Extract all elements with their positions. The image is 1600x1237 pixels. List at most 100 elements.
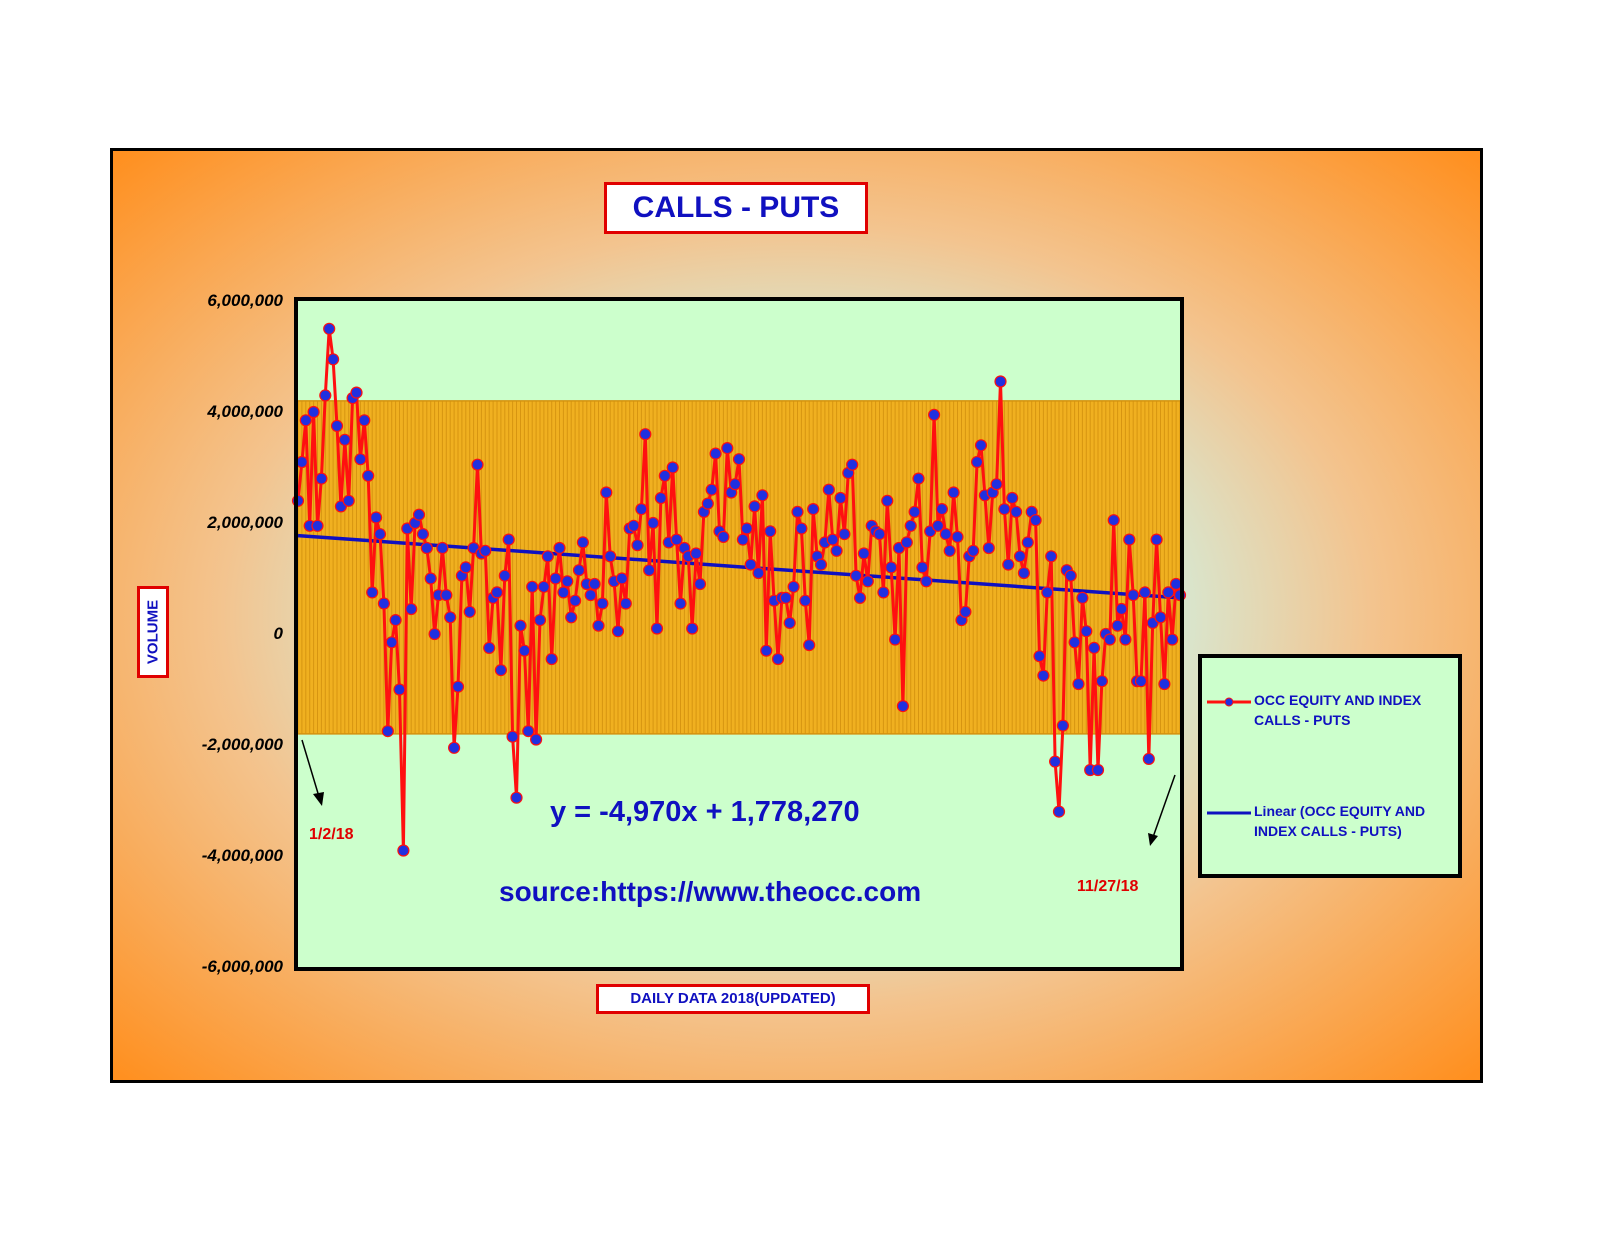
data-point	[912, 472, 925, 485]
data-point	[947, 486, 960, 499]
data-point	[927, 408, 941, 421]
data-point	[1150, 533, 1163, 546]
start-date-label: 1/2/18	[309, 826, 354, 843]
data-point	[1142, 752, 1155, 766]
data-point	[853, 591, 867, 605]
data-point	[1169, 577, 1183, 591]
data-point	[822, 483, 835, 496]
data-point	[740, 522, 753, 535]
data-point	[561, 575, 574, 588]
source-label: source:https://www.theocc.com	[499, 876, 922, 907]
data-point	[323, 322, 336, 335]
data-point	[728, 478, 742, 491]
data-point	[834, 491, 847, 505]
data-point	[1095, 675, 1109, 688]
data-point	[537, 580, 551, 593]
data-point	[1119, 633, 1132, 646]
data-point	[896, 699, 910, 713]
data-point	[1087, 641, 1101, 655]
plot-border	[294, 297, 1184, 971]
date-arrows	[301, 739, 1176, 846]
x-axis-label: DAILY DATA 2018(UPDATED)	[596, 984, 870, 1014]
data-point	[1006, 491, 1019, 505]
data-point	[315, 472, 328, 485]
data-point	[814, 558, 828, 571]
data-point	[654, 491, 668, 505]
data-point	[736, 533, 750, 546]
data-point	[358, 414, 371, 427]
data-point	[299, 414, 312, 427]
data-point	[701, 497, 714, 510]
data-point	[596, 597, 609, 610]
data-point	[412, 508, 426, 521]
data-point	[479, 544, 492, 557]
data-point	[1048, 755, 1062, 768]
data-point	[424, 572, 437, 585]
data-point	[549, 572, 562, 585]
data-point	[857, 547, 871, 560]
data-point	[943, 544, 956, 557]
data-point	[522, 724, 535, 738]
data-point	[791, 505, 804, 518]
data-point	[1041, 586, 1054, 599]
data-point	[1115, 602, 1128, 616]
data-point	[939, 527, 952, 541]
data-point	[615, 572, 629, 585]
data-point	[881, 494, 894, 507]
data-point	[529, 733, 543, 746]
marker-group	[291, 322, 1187, 857]
data-point	[463, 605, 476, 618]
data-point	[518, 644, 531, 657]
data-point	[721, 442, 734, 455]
data-point	[405, 602, 418, 616]
data-point	[366, 586, 379, 599]
data-point	[533, 613, 547, 627]
data-point	[584, 588, 597, 602]
data-point	[998, 503, 1011, 516]
data-point	[373, 527, 387, 541]
data-point	[440, 588, 453, 602]
y-axis-label-box: VOLUME	[137, 586, 169, 678]
data-point	[1107, 514, 1120, 527]
data-point	[397, 844, 410, 857]
data-point	[838, 527, 851, 541]
data-point	[658, 469, 671, 482]
data-point	[604, 550, 617, 563]
data-point	[295, 455, 308, 469]
data-point	[931, 519, 945, 532]
data-point	[982, 541, 995, 555]
y-tick-label: -6,000,000	[201, 957, 283, 976]
data-point	[873, 527, 886, 541]
data-point	[319, 389, 332, 402]
y-tick-label: -2,000,000	[201, 735, 283, 754]
data-point	[588, 577, 601, 591]
data-point	[908, 505, 921, 518]
data-point	[619, 597, 632, 610]
data-point	[381, 724, 394, 738]
data-point	[705, 483, 718, 496]
data-point	[1103, 633, 1116, 646]
data-point	[670, 533, 683, 546]
data-point	[1017, 566, 1031, 580]
data-point	[342, 494, 355, 507]
data-point	[1037, 669, 1050, 682]
data-point	[1127, 588, 1140, 602]
data-point	[1138, 586, 1152, 599]
legend-swatches	[1207, 697, 1251, 815]
data-point	[490, 586, 504, 599]
data-point	[783, 616, 796, 630]
data-point	[362, 469, 375, 482]
data-point	[568, 594, 582, 607]
data-point	[666, 461, 679, 474]
data-point	[967, 544, 980, 557]
data-point	[526, 580, 539, 593]
data-point	[744, 558, 757, 571]
data-point	[650, 622, 664, 635]
data-point	[389, 613, 402, 627]
data-point	[444, 611, 457, 624]
data-point	[639, 428, 652, 441]
data-point	[572, 564, 586, 577]
data-point	[748, 500, 761, 513]
data-point	[436, 541, 449, 555]
data-point	[1091, 763, 1105, 777]
